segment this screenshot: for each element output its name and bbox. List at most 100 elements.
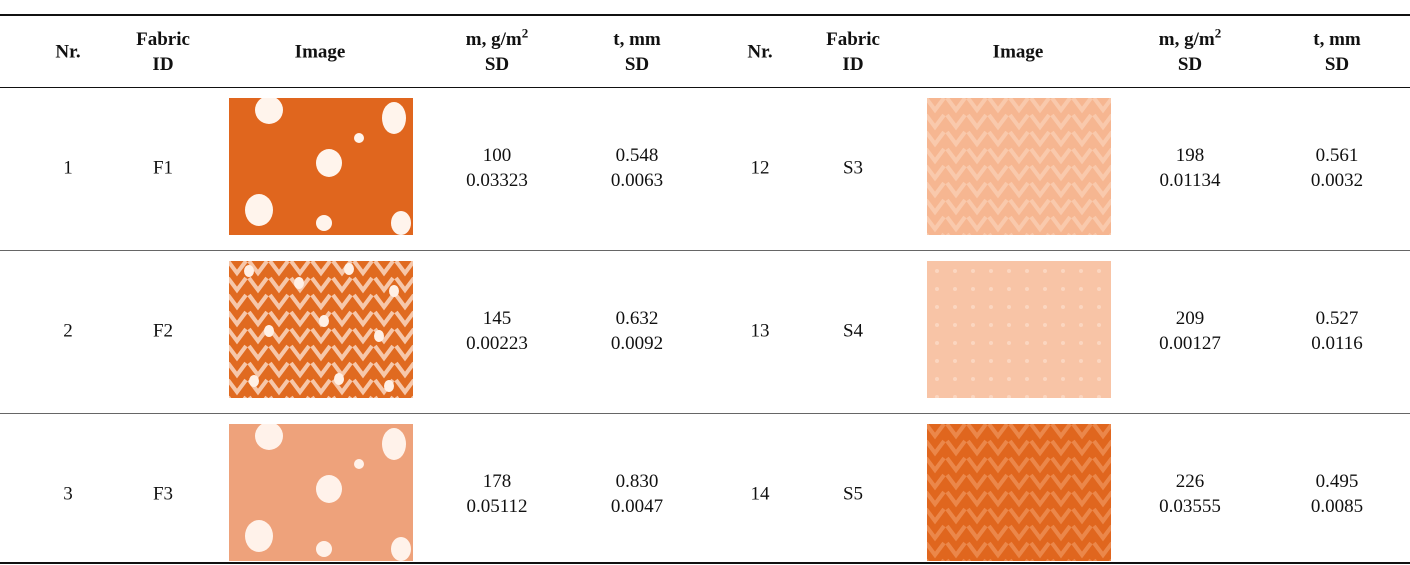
table-cell: 0.495 0.0085 [1311,469,1363,519]
cell-value: F3 [153,484,173,505]
table-cell: 0.527 0.0116 [1311,306,1363,356]
cell-value: 14 [751,484,770,505]
table-cell: 198 0.01134 [1159,143,1220,193]
cell-value: 0.527 [1316,308,1359,329]
cell-value: S5 [843,484,863,505]
header-second: SD [625,54,649,75]
table-cell: 100 0.03323 [466,143,528,193]
cell-value: 0.548 [616,145,659,166]
header-second: SD [1325,54,1349,75]
cell-value: S3 [843,158,863,179]
table-cell: 2 [63,319,73,344]
cell-value: S4 [843,321,863,342]
header-text: Nr. [747,42,772,63]
table: Nr.FabricIDImagem, g/m2SDt, mmSDNr.Fabri… [0,0,1410,565]
header-text: Fabric [826,29,880,50]
table-cell: 209 0.00127 [1159,306,1221,356]
header-text: m, g/m [1159,29,1215,50]
cell-value: 1 [63,158,73,179]
cell-value: 3 [63,484,73,505]
cell-value: 0.632 [616,308,659,329]
table-cell: S5 [843,482,863,507]
table-cell: F2 [153,319,173,344]
header-second: ID [842,54,863,75]
table-cell: 13 [751,319,770,344]
header-cell: Image [295,40,346,65]
table-cell: 0.632 0.0092 [611,306,663,356]
table-cell: 3 [63,482,73,507]
cell-sd: 0.03323 [466,170,528,191]
header-cell: t, mm SD [1313,27,1360,77]
header-cell: Fabric ID [826,27,880,77]
header-text: Image [295,42,346,63]
header-rule [0,87,1410,88]
header-text: Image [993,42,1044,63]
table-cell: F1 [153,156,173,181]
cell-sd: 0.05112 [466,496,527,517]
table-cell: F3 [153,482,173,507]
cell-value: 0.495 [1316,471,1359,492]
top-rule [0,14,1410,16]
table-cell: 14 [751,482,770,507]
cell-value: 178 [483,471,512,492]
header-text: Fabric [136,29,190,50]
header-cell: Fabric ID [136,27,190,77]
header-second: SD [1178,54,1202,75]
header-second: ID [152,54,173,75]
fabric-image [229,424,413,561]
cell-sd: 0.0047 [611,496,663,517]
cell-sd: 0.0085 [1311,496,1363,517]
fabric-image [927,98,1111,235]
cell-sd: 0.00223 [466,333,528,354]
header-cell: m, g/m2 SD [466,27,528,77]
fabric-image [927,261,1111,398]
header-cell: t, mm SD [613,27,660,77]
cell-value: F1 [153,158,173,179]
table-cell: 0.830 0.0047 [611,469,663,519]
header-cell: Nr. [747,40,772,65]
bottom-rule [0,562,1410,564]
cell-value: 0.561 [1316,145,1359,166]
cell-sd: 0.00127 [1159,333,1221,354]
fabric-image [927,424,1111,561]
header-text: Nr. [55,42,80,63]
cell-value: 2 [63,321,73,342]
header-text: t, mm [1313,29,1360,50]
fabric-image [229,261,413,398]
cell-sd: 0.0092 [611,333,663,354]
cell-value: 12 [751,158,770,179]
fabric-image [229,98,413,235]
table-cell: 0.548 0.0063 [611,143,663,193]
cell-sd: 0.0116 [1311,333,1363,354]
cell-value: 145 [483,308,512,329]
table-cell: 145 0.00223 [466,306,528,356]
table-cell: S3 [843,156,863,181]
cell-value: F2 [153,321,173,342]
header-sup: 2 [522,26,529,41]
header-second: SD [485,54,509,75]
header-sup: 2 [1215,26,1222,41]
cell-value: 0.830 [616,471,659,492]
cell-sd: 0.0063 [611,170,663,191]
header-text: t, mm [613,29,660,50]
table-cell: 12 [751,156,770,181]
header-cell: Nr. [55,40,80,65]
table-cell: 1 [63,156,73,181]
cell-sd: 0.0032 [1311,170,1363,191]
table-cell: 178 0.05112 [466,469,527,519]
cell-value: 226 [1176,471,1205,492]
cell-value: 198 [1176,145,1205,166]
cell-sd: 0.01134 [1159,170,1220,191]
row-rule [0,413,1410,414]
header-cell: Image [993,40,1044,65]
header-cell: m, g/m2 SD [1159,27,1221,77]
header-text: m, g/m [466,29,522,50]
cell-value: 13 [751,321,770,342]
row-rule [0,250,1410,251]
table-cell: 0.561 0.0032 [1311,143,1363,193]
cell-value: 209 [1176,308,1205,329]
cell-value: 100 [483,145,512,166]
table-cell: S4 [843,319,863,344]
cell-sd: 0.03555 [1159,496,1221,517]
table-cell: 226 0.03555 [1159,469,1221,519]
